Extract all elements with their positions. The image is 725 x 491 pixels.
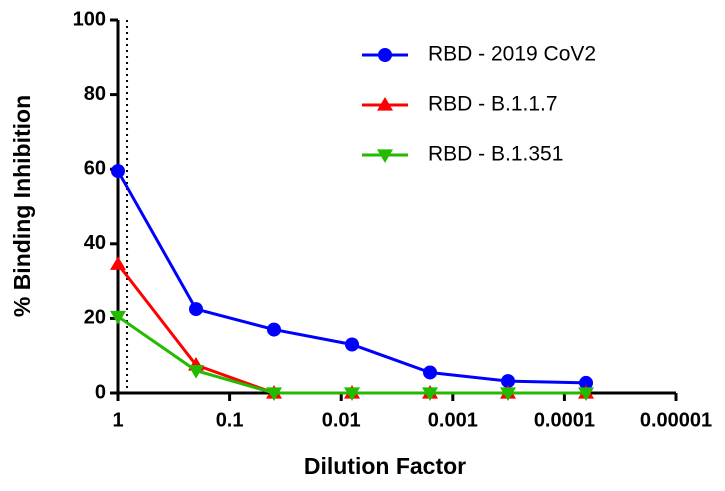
y-tick-label: 20 <box>84 307 106 329</box>
point <box>500 387 517 401</box>
point <box>423 365 438 380</box>
legend-marker <box>377 149 393 163</box>
point <box>110 310 126 325</box>
legend-marker <box>378 48 392 62</box>
x-tick-label: 0.0001 <box>534 409 595 431</box>
point <box>501 374 516 389</box>
legend-label: RBD - B.1.351 <box>428 143 563 166</box>
y-tick-label: 80 <box>84 83 106 105</box>
point <box>267 322 282 337</box>
y-tick-label: 40 <box>84 232 106 254</box>
x-tick-label: 0.00001 <box>640 409 712 431</box>
x-axis-label: Dilution Factor <box>304 453 466 479</box>
point <box>344 387 361 401</box>
x-tick-label: 0.1 <box>216 409 244 431</box>
y-tick-label: 60 <box>84 157 106 179</box>
point <box>189 302 204 317</box>
legend-marker <box>377 97 393 111</box>
point <box>110 256 126 270</box>
y-axis-label: % Binding Inhibition <box>9 95 35 317</box>
point <box>111 164 125 179</box>
point <box>422 387 439 401</box>
x-tick-label: 1 <box>112 409 123 431</box>
point <box>345 337 360 352</box>
point <box>578 387 595 401</box>
y-tick-label: 100 <box>73 8 106 30</box>
point <box>188 365 205 379</box>
point <box>579 375 594 390</box>
point <box>266 387 283 401</box>
x-tick-label: 0.01 <box>322 409 361 431</box>
series-line <box>116 263 587 395</box>
legend-label: RBD - 2019 CoV2 <box>428 43 596 66</box>
legend-label: RBD - B.1.1.7 <box>428 93 558 116</box>
x-tick-label: 0.001 <box>428 409 478 431</box>
y-tick-label: 0 <box>95 381 106 403</box>
